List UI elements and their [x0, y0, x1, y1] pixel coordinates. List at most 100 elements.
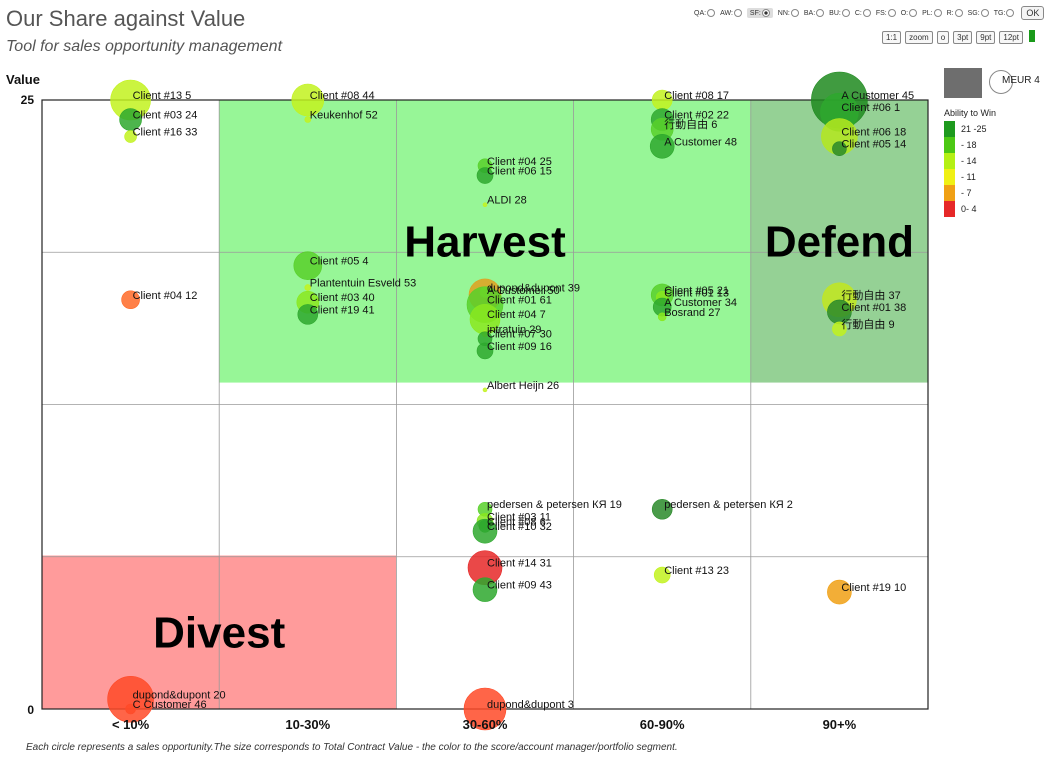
opportunity-bubble — [297, 304, 319, 325]
size-key-swatch — [944, 68, 982, 98]
opportunity-label: Client #05 4 — [310, 256, 369, 268]
opportunity-label: Client #01 61 — [487, 295, 552, 307]
segment-label: NN: — [777, 9, 790, 17]
segment-label: SF: — [749, 9, 761, 17]
legend-swatch — [944, 153, 955, 169]
ok-button[interactable]: OK — [1021, 6, 1045, 20]
segment-radio[interactable] — [761, 9, 770, 17]
segment-label: O: — [900, 9, 909, 17]
segment-option[interactable]: SF: — [746, 8, 773, 18]
segment-radio[interactable] — [790, 9, 799, 17]
segment-radio[interactable] — [909, 9, 918, 17]
opportunity-label: dupond&dupont 3 — [487, 699, 574, 711]
legend-label: - 7 — [961, 188, 972, 198]
legend-swatch — [944, 169, 955, 185]
opportunity-label: Bosrand 27 — [664, 307, 720, 319]
opportunity-label: A Customer 50 — [487, 285, 560, 297]
opportunity-label: Keukenhof 52 — [310, 109, 378, 121]
x-category-label: 10-30% — [285, 717, 330, 732]
opportunity-label: Client #02 22 — [664, 109, 729, 121]
opportunity-bubble — [472, 577, 498, 602]
segment-option[interactable]: O: — [900, 9, 918, 17]
opportunity-label: dupond&dupont 39 — [487, 282, 580, 294]
segment-radio[interactable] — [1006, 9, 1015, 17]
opportunity-bubble — [651, 498, 673, 520]
opportunity-label: Client #05 14 — [841, 139, 906, 151]
x-category-label: 90+% — [823, 717, 857, 732]
opportunity-bubble — [291, 83, 325, 117]
segment-option[interactable]: FS: — [876, 9, 896, 17]
page-title: Our Share against Value — [6, 6, 246, 31]
legend-swatch — [944, 137, 955, 153]
legend-label: - 14 — [961, 156, 977, 166]
opportunity-label: Client #06 1 — [841, 102, 900, 114]
segment-option[interactable]: NN: — [778, 9, 799, 17]
zoom-button[interactable]: zoom — [905, 31, 933, 44]
segment-label: C: — [854, 9, 862, 17]
opportunity-label: Client #03 24 — [133, 109, 198, 121]
segment-radio[interactable] — [733, 9, 742, 17]
opportunity-bubble — [463, 687, 507, 731]
size-key-circle — [989, 70, 1013, 94]
segment-radio[interactable] — [841, 9, 850, 17]
opportunity-label: 行動自由 6 — [664, 117, 717, 131]
segment-option[interactable]: BU: — [829, 9, 850, 17]
opportunity-label: Client #08 17 — [664, 90, 729, 102]
color-legend: Ability to Win 21 -25 - 18 - 14 - 11 - 7 0- 4 — [944, 108, 996, 217]
legend-label: - 11 — [961, 172, 976, 182]
segment-option[interactable]: SG: — [968, 9, 989, 17]
segment-radio[interactable] — [887, 9, 896, 17]
segment-option[interactable]: TG: — [994, 9, 1015, 17]
opportunity-bubble — [121, 290, 140, 310]
opportunity-label: Client #09 43 — [487, 580, 552, 592]
opportunity-label: Client #09 16 — [487, 341, 552, 353]
segment-option[interactable]: AW: — [720, 9, 742, 17]
opportunity-label: ALDI 28 — [487, 195, 527, 207]
segment-label: R: — [946, 9, 954, 17]
opportunity-label: dupond&dupont 20 — [133, 689, 226, 701]
zoom-button[interactable]: 9pt — [976, 31, 996, 44]
segment-option[interactable]: PL: — [922, 9, 942, 17]
opportunity-bubble — [124, 130, 137, 143]
region-label: Defend — [765, 217, 914, 266]
opportunity-bubble — [832, 141, 847, 157]
opportunity-bubble — [653, 566, 671, 584]
zoom-button[interactable]: 12pt — [999, 31, 1023, 44]
segment-label: TG: — [993, 9, 1006, 17]
opportunity-bubble — [125, 703, 136, 715]
legend-item: - 7 — [944, 185, 996, 201]
segment-radio[interactable] — [707, 9, 716, 17]
segment-option[interactable]: C: — [855, 9, 871, 17]
segment-label: FS: — [875, 9, 887, 17]
chart-footnote: Each circle represents a sales opportuni… — [26, 742, 678, 753]
opportunity-label: Client #19 10 — [841, 582, 906, 594]
segment-radio[interactable] — [862, 9, 871, 17]
zoom-button[interactable]: 3pt — [953, 31, 973, 44]
opportunity-label: Client #04 12 — [133, 290, 198, 302]
opportunity-label: Client #03 11 — [487, 511, 551, 523]
opportunity-label: Client #06 18 — [841, 127, 906, 139]
zoom-controls: 1:1 zoom o 3pt 9pt 12pt — [878, 27, 1035, 45]
zoom-button[interactable]: 1:1 — [882, 31, 902, 44]
segment-radio[interactable] — [954, 9, 963, 17]
segment-radio[interactable] — [816, 9, 825, 17]
opportunity-label: A Customer 48 — [664, 136, 737, 148]
opportunity-label: pedersen & petersen КЯ 2 — [664, 499, 793, 511]
legend-title: Ability to Win — [944, 108, 997, 118]
opportunity-bubble — [482, 202, 488, 208]
opportunity-label: Albert Heijn 26 — [487, 380, 559, 392]
legend-item: - 18 — [944, 137, 996, 153]
opportunity-bubble — [832, 321, 847, 337]
opportunity-bubble — [304, 116, 312, 123]
page-subtitle: Tool for sales opportunity management — [6, 38, 283, 55]
zoom-button[interactable]: o — [936, 31, 950, 44]
segment-option[interactable]: R: — [947, 9, 963, 17]
segment-radio[interactable] — [933, 9, 942, 17]
segment-radio[interactable] — [980, 9, 989, 17]
segment-filter-bar: QA: AW: SF: NN: BA: BU: C: FS: O: PL: R: SG: TG: OK — [694, 6, 1045, 20]
y-tick-label: 25 — [21, 93, 35, 107]
opportunity-bubble — [293, 251, 323, 280]
segment-option[interactable]: QA: — [694, 9, 716, 17]
opportunity-label: Plantentuin Esveld 53 — [310, 278, 416, 290]
segment-option[interactable]: BA: — [804, 9, 825, 17]
